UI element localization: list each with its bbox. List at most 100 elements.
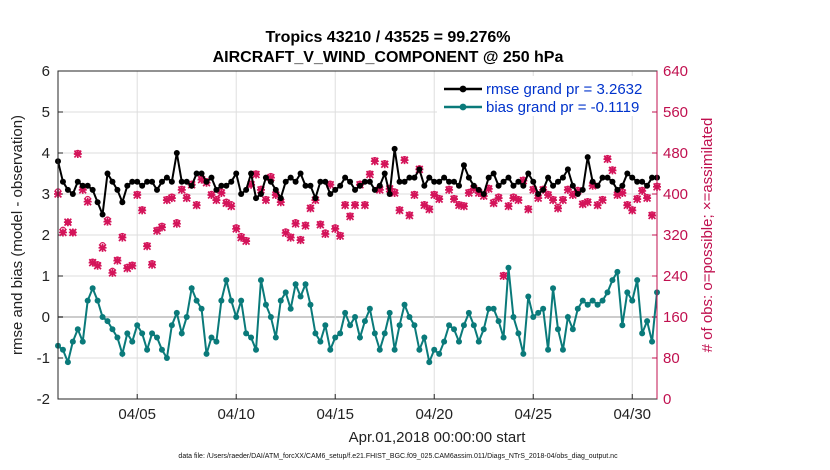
rmse-point: [371, 186, 378, 193]
x-tick-label: 04/20: [415, 406, 453, 423]
assimilated-obs-marker: [217, 188, 226, 197]
assimilated-obs-marker: [271, 191, 280, 200]
assimilated-obs-marker: [509, 194, 518, 203]
bias-point: [168, 322, 175, 329]
rmse-point: [262, 174, 269, 181]
assimilated-obs-marker: [261, 196, 270, 205]
rmse-point: [604, 174, 611, 181]
rmse-point: [183, 178, 190, 185]
bias-point: [188, 285, 195, 292]
bias-point: [64, 359, 71, 366]
rmse-point: [253, 195, 260, 202]
rmse-point: [401, 178, 408, 185]
bias-point: [579, 297, 586, 304]
bias-point: [257, 277, 264, 284]
assimilated-obs-marker: [113, 256, 122, 265]
bias-point: [441, 338, 448, 345]
bias-point: [564, 314, 571, 320]
rmse-point: [520, 182, 527, 189]
y2-axis-label: # of obs: o=possible; ×=assimilated: [699, 118, 716, 353]
bias-point: [639, 330, 646, 337]
assimilated-obs-marker: [618, 188, 627, 197]
bias-point: [460, 322, 467, 329]
rmse-point: [109, 178, 116, 185]
rmse-point: [564, 166, 571, 173]
rmse-point: [272, 186, 279, 193]
bias-point: [431, 346, 438, 353]
bias-point: [510, 314, 517, 320]
rmse-point: [144, 178, 151, 185]
assimilated-obs-marker: [58, 228, 67, 237]
bias-point: [465, 309, 472, 316]
bias-point: [198, 305, 205, 312]
rmse-point: [114, 186, 121, 193]
assimilated-obs-marker: [450, 195, 459, 204]
rmse-point: [356, 182, 363, 189]
assimilated-obs-marker: [351, 201, 360, 210]
assimilated-obs-marker: [227, 202, 236, 211]
bias-point: [287, 305, 294, 312]
rmse-point: [451, 178, 458, 185]
bias-point: [545, 346, 552, 353]
rmse-point: [644, 182, 651, 189]
rmse-point: [188, 182, 195, 189]
assimilated-obs-marker: [405, 211, 414, 220]
bias-point: [163, 355, 170, 361]
assimilated-obs-marker: [167, 194, 176, 203]
rmse-point: [64, 186, 71, 193]
assimilated-obs-marker: [242, 237, 251, 246]
bias-point: [203, 350, 210, 357]
legend-box: [437, 76, 652, 116]
y2-tick-label: 0: [663, 391, 671, 408]
bias-point: [366, 305, 373, 312]
bias-point: [312, 330, 319, 337]
assimilated-obs-marker: [256, 185, 265, 194]
assimilated-obs-marker: [588, 181, 597, 190]
bias-point: [233, 314, 240, 320]
assimilated-obs-marker: [593, 201, 602, 210]
rmse-point: [238, 191, 245, 197]
legend-marker-rmse: [459, 85, 467, 93]
assimilated-obs-marker: [321, 229, 330, 238]
obs-count-markers: [53, 98, 662, 281]
bias-point: [446, 322, 453, 329]
bias-point: [470, 322, 477, 329]
rmse-point: [426, 174, 433, 181]
bias-point: [89, 285, 96, 292]
y-axis-label: rmse and bias (model - observation): [9, 115, 26, 355]
assimilated-obs-marker: [578, 200, 587, 209]
bias-point: [228, 297, 235, 304]
rmse-point: [248, 170, 255, 177]
bias-point: [154, 334, 161, 341]
rmse-point: [287, 174, 294, 181]
rmse-point: [228, 178, 235, 185]
assimilated-obs-marker: [291, 219, 300, 228]
bias-point: [609, 277, 616, 284]
bias-point: [193, 297, 200, 304]
bias-point: [262, 301, 269, 308]
assimilated-obs-marker: [103, 217, 112, 226]
assimilated-obs-marker: [563, 185, 572, 194]
y2-tick-label: 320: [663, 227, 688, 244]
bias-point: [322, 322, 329, 329]
rmse-point: [554, 178, 561, 185]
assimilated-obs-marker: [638, 186, 647, 195]
bias-point: [213, 338, 220, 345]
rmse-point: [213, 186, 220, 193]
bias-point: [158, 346, 165, 353]
assimilated-obs-marker: [504, 202, 513, 211]
rmse-point: [168, 178, 175, 185]
rmse-point: [218, 182, 225, 189]
rmse-point: [441, 174, 448, 181]
rmse-point: [431, 178, 438, 185]
bias-point: [134, 322, 141, 329]
axis-ticks: -2-1012345608016024032040048056064004/05…: [37, 63, 688, 423]
rmse-point: [490, 170, 497, 177]
assimilated-obs-marker: [177, 185, 186, 194]
bias-point: [79, 338, 86, 345]
rmse-point: [267, 178, 274, 185]
assimilated-obs-marker: [544, 191, 553, 200]
assimilated-obs-marker: [138, 206, 147, 215]
assimilated-obs-marker: [360, 201, 369, 210]
